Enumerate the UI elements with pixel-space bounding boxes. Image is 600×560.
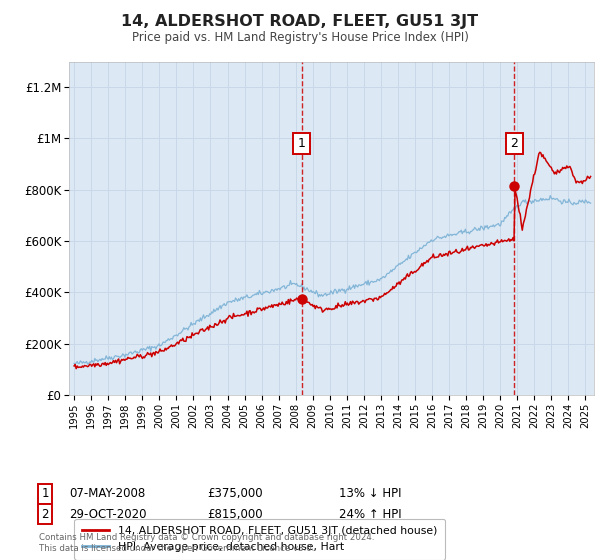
Text: 1: 1 [41, 487, 49, 501]
Text: Price paid vs. HM Land Registry's House Price Index (HPI): Price paid vs. HM Land Registry's House … [131, 31, 469, 44]
Text: 1: 1 [298, 137, 305, 150]
Text: 07-MAY-2008: 07-MAY-2008 [69, 487, 145, 501]
Text: 24% ↑ HPI: 24% ↑ HPI [339, 507, 401, 521]
Text: Contains HM Land Registry data © Crown copyright and database right 2024.
This d: Contains HM Land Registry data © Crown c… [39, 534, 374, 553]
Text: 14, ALDERSHOT ROAD, FLEET, GU51 3JT: 14, ALDERSHOT ROAD, FLEET, GU51 3JT [121, 14, 479, 29]
Text: 29-OCT-2020: 29-OCT-2020 [69, 507, 146, 521]
Text: £815,000: £815,000 [207, 507, 263, 521]
Text: 2: 2 [41, 507, 49, 521]
Text: £375,000: £375,000 [207, 487, 263, 501]
Text: 2: 2 [511, 137, 518, 150]
Text: 13% ↓ HPI: 13% ↓ HPI [339, 487, 401, 501]
Legend: 14, ALDERSHOT ROAD, FLEET, GU51 3JT (detached house), HPI: Average price, detach: 14, ALDERSHOT ROAD, FLEET, GU51 3JT (det… [74, 519, 445, 559]
